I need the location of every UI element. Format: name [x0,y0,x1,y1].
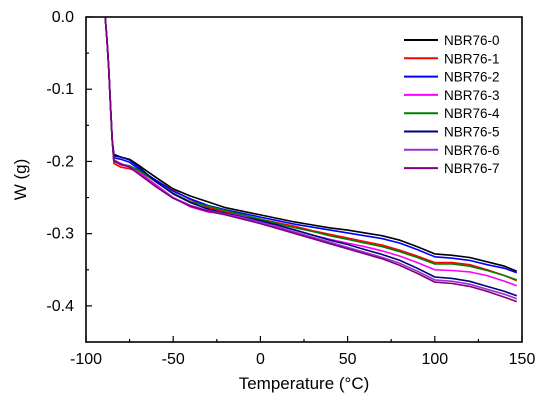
legend-label-nbr76-1: NBR76-1 [444,51,500,66]
series-layer [104,16,518,303]
x-axis-title: Temperature (°C) [239,374,370,393]
x-tick-label: 0 [256,351,265,368]
series-line-nbr76-7 [104,16,518,303]
x-tick-label: 100 [421,351,448,368]
y-tick-label: -0.3 [46,226,74,243]
legend-label-nbr76-0: NBR76-0 [444,33,500,48]
x-tick-label: 150 [509,351,536,368]
x-tick-label: 50 [339,351,357,368]
legend-label-nbr76-3: NBR76-3 [444,88,500,103]
legend-label-nbr76-7: NBR76-7 [444,161,500,176]
x-tick-label: -50 [162,351,185,368]
y-tick-label: -0.4 [46,298,74,315]
y-tick-label: 0.0 [52,9,74,26]
legend-label-nbr76-5: NBR76-5 [444,125,500,140]
y-tick-label: -0.1 [46,81,74,98]
y-axis-title: W (g) [11,159,30,201]
x-tick-label: -100 [70,351,102,368]
legend-label-nbr76-4: NBR76-4 [444,106,500,121]
legend-label-nbr76-6: NBR76-6 [444,143,500,158]
ticks-layer: -100 -50 0 50 100 150 0.0 -0.1 -0.2 -0.3 -0.4 [46,9,535,368]
y-tick-label: -0.2 [46,153,74,170]
legend: NBR76-0 NBR76-1 NBR76-2 NBR76-3 NBR76-4 NBR76… [404,33,500,176]
legend-label-nbr76-2: NBR76-2 [444,70,500,85]
